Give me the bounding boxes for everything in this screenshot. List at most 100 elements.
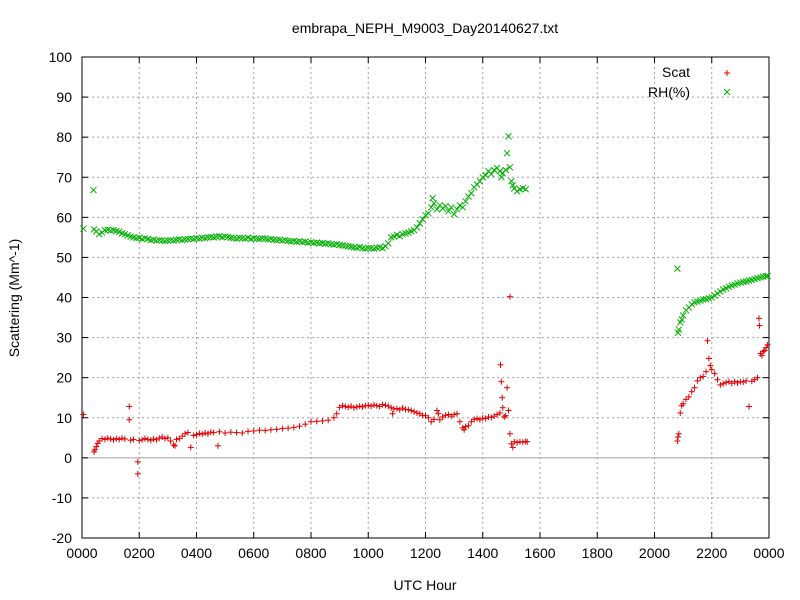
x-tick-label-10: 2000 — [639, 545, 670, 561]
y-tick-label-0: -20 — [52, 530, 72, 546]
point-s1-140 — [482, 171, 489, 179]
point-s0-158 — [688, 388, 695, 395]
point-s0-19 — [134, 458, 141, 465]
y-tick-label-1: -10 — [52, 490, 72, 506]
point-s0-136 — [501, 413, 508, 420]
point-s0-20 — [134, 470, 141, 477]
point-s0-114 — [451, 411, 458, 418]
point-s0-9 — [107, 435, 114, 442]
point-s0-188 — [760, 348, 767, 355]
point-s1-34 — [181, 236, 189, 243]
point-s0-44 — [199, 431, 206, 438]
point-s0-45 — [202, 429, 209, 436]
point-s0-155 — [680, 400, 687, 407]
point-s0-172 — [723, 379, 730, 386]
point-s1-185 — [739, 278, 747, 286]
point-s0-60 — [273, 426, 280, 433]
point-s1-53 — [236, 234, 243, 242]
point-s0-79 — [356, 403, 363, 410]
point-s0-151 — [674, 433, 681, 440]
point-s0-61 — [279, 425, 286, 432]
point-s0-131 — [496, 409, 503, 416]
point-s0-40 — [187, 444, 194, 451]
point-s0-166 — [707, 362, 714, 369]
point-s0-34 — [172, 442, 179, 449]
y-tick-label-9: 70 — [56, 169, 72, 185]
point-s0-80 — [359, 403, 366, 410]
point-s1-0 — [80, 225, 87, 232]
point-s1-120 — [427, 203, 435, 211]
point-s0-3 — [93, 443, 100, 450]
point-s0-39 — [184, 429, 191, 436]
point-s0-71 — [333, 410, 340, 417]
point-s0-184 — [755, 315, 762, 322]
x-tick-label-1: 0200 — [124, 545, 155, 561]
point-s1-103 — [379, 244, 386, 252]
point-s1-24 — [153, 237, 160, 244]
point-s0-178 — [740, 379, 747, 386]
point-s0-115 — [453, 410, 460, 417]
point-s0-8 — [104, 435, 111, 442]
point-s0-78 — [353, 403, 360, 410]
point-s0-171 — [720, 380, 727, 387]
point-s1-22 — [147, 236, 155, 244]
legend: Scat RH(%) — [648, 64, 731, 100]
point-s0-35 — [173, 436, 180, 443]
point-s1-132 — [459, 203, 467, 211]
point-s0-106 — [431, 416, 438, 423]
point-s0-99 — [411, 408, 418, 415]
point-s1-99 — [367, 244, 375, 252]
point-s0-25 — [147, 437, 154, 444]
point-s1-116 — [416, 219, 424, 227]
point-s1-135 — [467, 189, 475, 197]
point-s1-70 — [284, 237, 292, 245]
y-tick-label-7: 50 — [56, 249, 72, 265]
point-s0-23 — [141, 435, 148, 442]
y-tick-label-2: 0 — [64, 450, 72, 466]
y-tick-label-10: 80 — [56, 129, 72, 145]
point-s0-18 — [130, 436, 137, 443]
point-s1-50 — [227, 234, 235, 242]
point-s0-122 — [471, 416, 478, 423]
point-s0-28 — [156, 435, 163, 442]
point-s0-31 — [164, 434, 171, 441]
point-s0-83 — [368, 403, 375, 410]
point-s0-10 — [110, 436, 117, 443]
point-s1-75 — [299, 238, 306, 246]
point-s1-152 — [508, 177, 515, 185]
point-s1-90 — [341, 242, 349, 250]
point-s0-109 — [436, 416, 443, 423]
point-s0-0 — [80, 411, 87, 418]
point-s1-122 — [430, 199, 438, 207]
point-s0-157 — [685, 393, 692, 400]
y-tick-label-11: 90 — [56, 89, 72, 105]
grid — [82, 57, 769, 538]
point-s0-84 — [370, 401, 377, 408]
point-s0-63 — [290, 424, 297, 431]
point-s0-65 — [302, 421, 309, 428]
point-s0-191 — [764, 341, 771, 348]
point-s1-28 — [164, 237, 172, 244]
point-s0-144 — [511, 438, 518, 445]
point-s1-133 — [462, 197, 469, 205]
point-s1-145 — [496, 167, 504, 175]
point-s1-71 — [287, 238, 295, 245]
point-s1-161 — [675, 326, 683, 333]
point-s1-43 — [207, 233, 215, 241]
point-s0-12 — [116, 436, 123, 443]
point-s0-150 — [674, 437, 681, 444]
point-s1-117 — [419, 215, 426, 223]
point-s0-167 — [708, 366, 715, 373]
legend-marker-0 — [724, 70, 730, 76]
point-s0-118 — [461, 426, 468, 433]
point-s1-148 — [502, 166, 510, 174]
point-s0-6 — [99, 435, 106, 442]
point-s0-141 — [506, 430, 513, 437]
point-s0-134 — [499, 394, 506, 401]
y-tick-label-12: 100 — [49, 49, 73, 65]
point-s0-189 — [761, 347, 768, 354]
point-s1-86 — [330, 241, 338, 248]
point-s1-98 — [364, 244, 372, 252]
point-s1-118 — [422, 211, 429, 219]
